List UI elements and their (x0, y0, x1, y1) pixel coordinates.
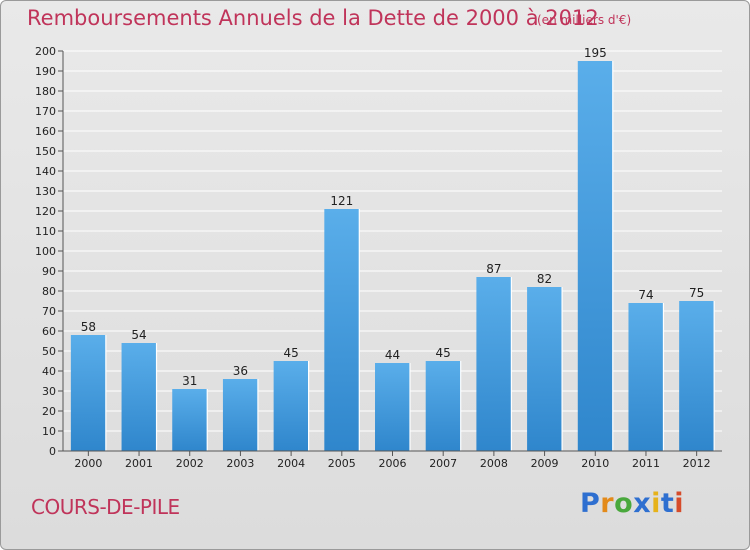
y-tick-label: 130 (35, 185, 56, 198)
x-tick-label: 2006 (379, 457, 407, 470)
y-tick-label: 110 (35, 225, 56, 238)
bar (527, 287, 563, 451)
data-label: 36 (233, 364, 248, 378)
bar (121, 343, 157, 451)
y-tick-label: 80 (42, 285, 56, 298)
logo-letter: t (660, 488, 675, 519)
y-tick-label: 20 (42, 405, 56, 418)
x-tick-label: 2011 (632, 457, 660, 470)
location-name: COURS-DE-PILE (31, 495, 180, 519)
logo-letter: P (580, 488, 601, 519)
bars: 58 54 31 36 45 121 44 45 87 82 195 74 75 (70, 46, 715, 451)
x-tick-label: 2010 (581, 457, 609, 470)
y-tick-label: 10 (42, 425, 56, 438)
axes: 0 10 20 30 40 50 60 70 80 90 100 110 120 130 140 150 160… (35, 45, 722, 470)
bar (324, 209, 360, 451)
x-tick-label: 2000 (74, 457, 102, 470)
x-tick-label: 2008 (480, 457, 508, 470)
data-label: 195 (584, 46, 607, 60)
y-tick-label: 30 (42, 385, 56, 398)
proxiti-logo: Proxiti (580, 488, 684, 519)
bar (222, 379, 258, 451)
y-tick-label: 160 (35, 125, 56, 138)
logo-letter: r (600, 488, 615, 519)
data-label: 44 (385, 348, 400, 362)
x-tick-label: 2007 (429, 457, 457, 470)
bar (425, 361, 461, 451)
chart-title: Remboursements Annuels de la Dette de 20… (27, 6, 599, 30)
data-label: 75 (689, 286, 704, 300)
x-tick-label: 2001 (125, 457, 153, 470)
y-tick-label: 190 (35, 65, 56, 78)
data-label: 54 (131, 328, 146, 342)
y-tick-label: 0 (49, 445, 56, 458)
y-tick-label: 150 (35, 145, 56, 158)
x-tick-label: 2004 (277, 457, 305, 470)
bar (476, 277, 512, 451)
logo-letter: o (614, 488, 634, 519)
x-tick-label: 2009 (531, 457, 559, 470)
logo-letter: i (674, 488, 685, 519)
logo-letter: i (651, 488, 661, 519)
data-label: 31 (182, 374, 197, 388)
data-label: 58 (81, 320, 96, 334)
bar (172, 389, 208, 451)
y-tick-label: 60 (42, 325, 56, 338)
y-tick-label: 100 (35, 245, 56, 258)
data-label: 74 (638, 288, 653, 302)
y-tick-label: 50 (42, 345, 56, 358)
bar (577, 61, 613, 451)
y-tick-label: 170 (35, 105, 56, 118)
logo-letter: x (633, 488, 652, 519)
chart-subtitle: (en milliers d'€) (537, 13, 632, 27)
bar (273, 361, 309, 451)
y-tick-label: 180 (35, 85, 56, 98)
y-tick-label: 140 (35, 165, 56, 178)
y-tick-label: 120 (35, 205, 56, 218)
data-label: 45 (283, 346, 298, 360)
y-tick-label: 200 (35, 45, 56, 58)
data-label: 121 (330, 194, 353, 208)
x-tick-label: 2003 (226, 457, 254, 470)
y-tick-label: 70 (42, 305, 56, 318)
bar (628, 303, 664, 451)
x-tick-label: 2012 (683, 457, 711, 470)
y-tick-label: 40 (42, 365, 56, 378)
y-tick-label: 90 (42, 265, 56, 278)
data-label: 87 (486, 262, 501, 276)
x-tick-label: 2005 (328, 457, 356, 470)
data-label: 45 (436, 346, 451, 360)
data-label: 82 (537, 272, 552, 286)
bar (70, 335, 106, 451)
bar (679, 301, 715, 451)
x-tick-label: 2002 (176, 457, 204, 470)
bar (375, 363, 410, 451)
